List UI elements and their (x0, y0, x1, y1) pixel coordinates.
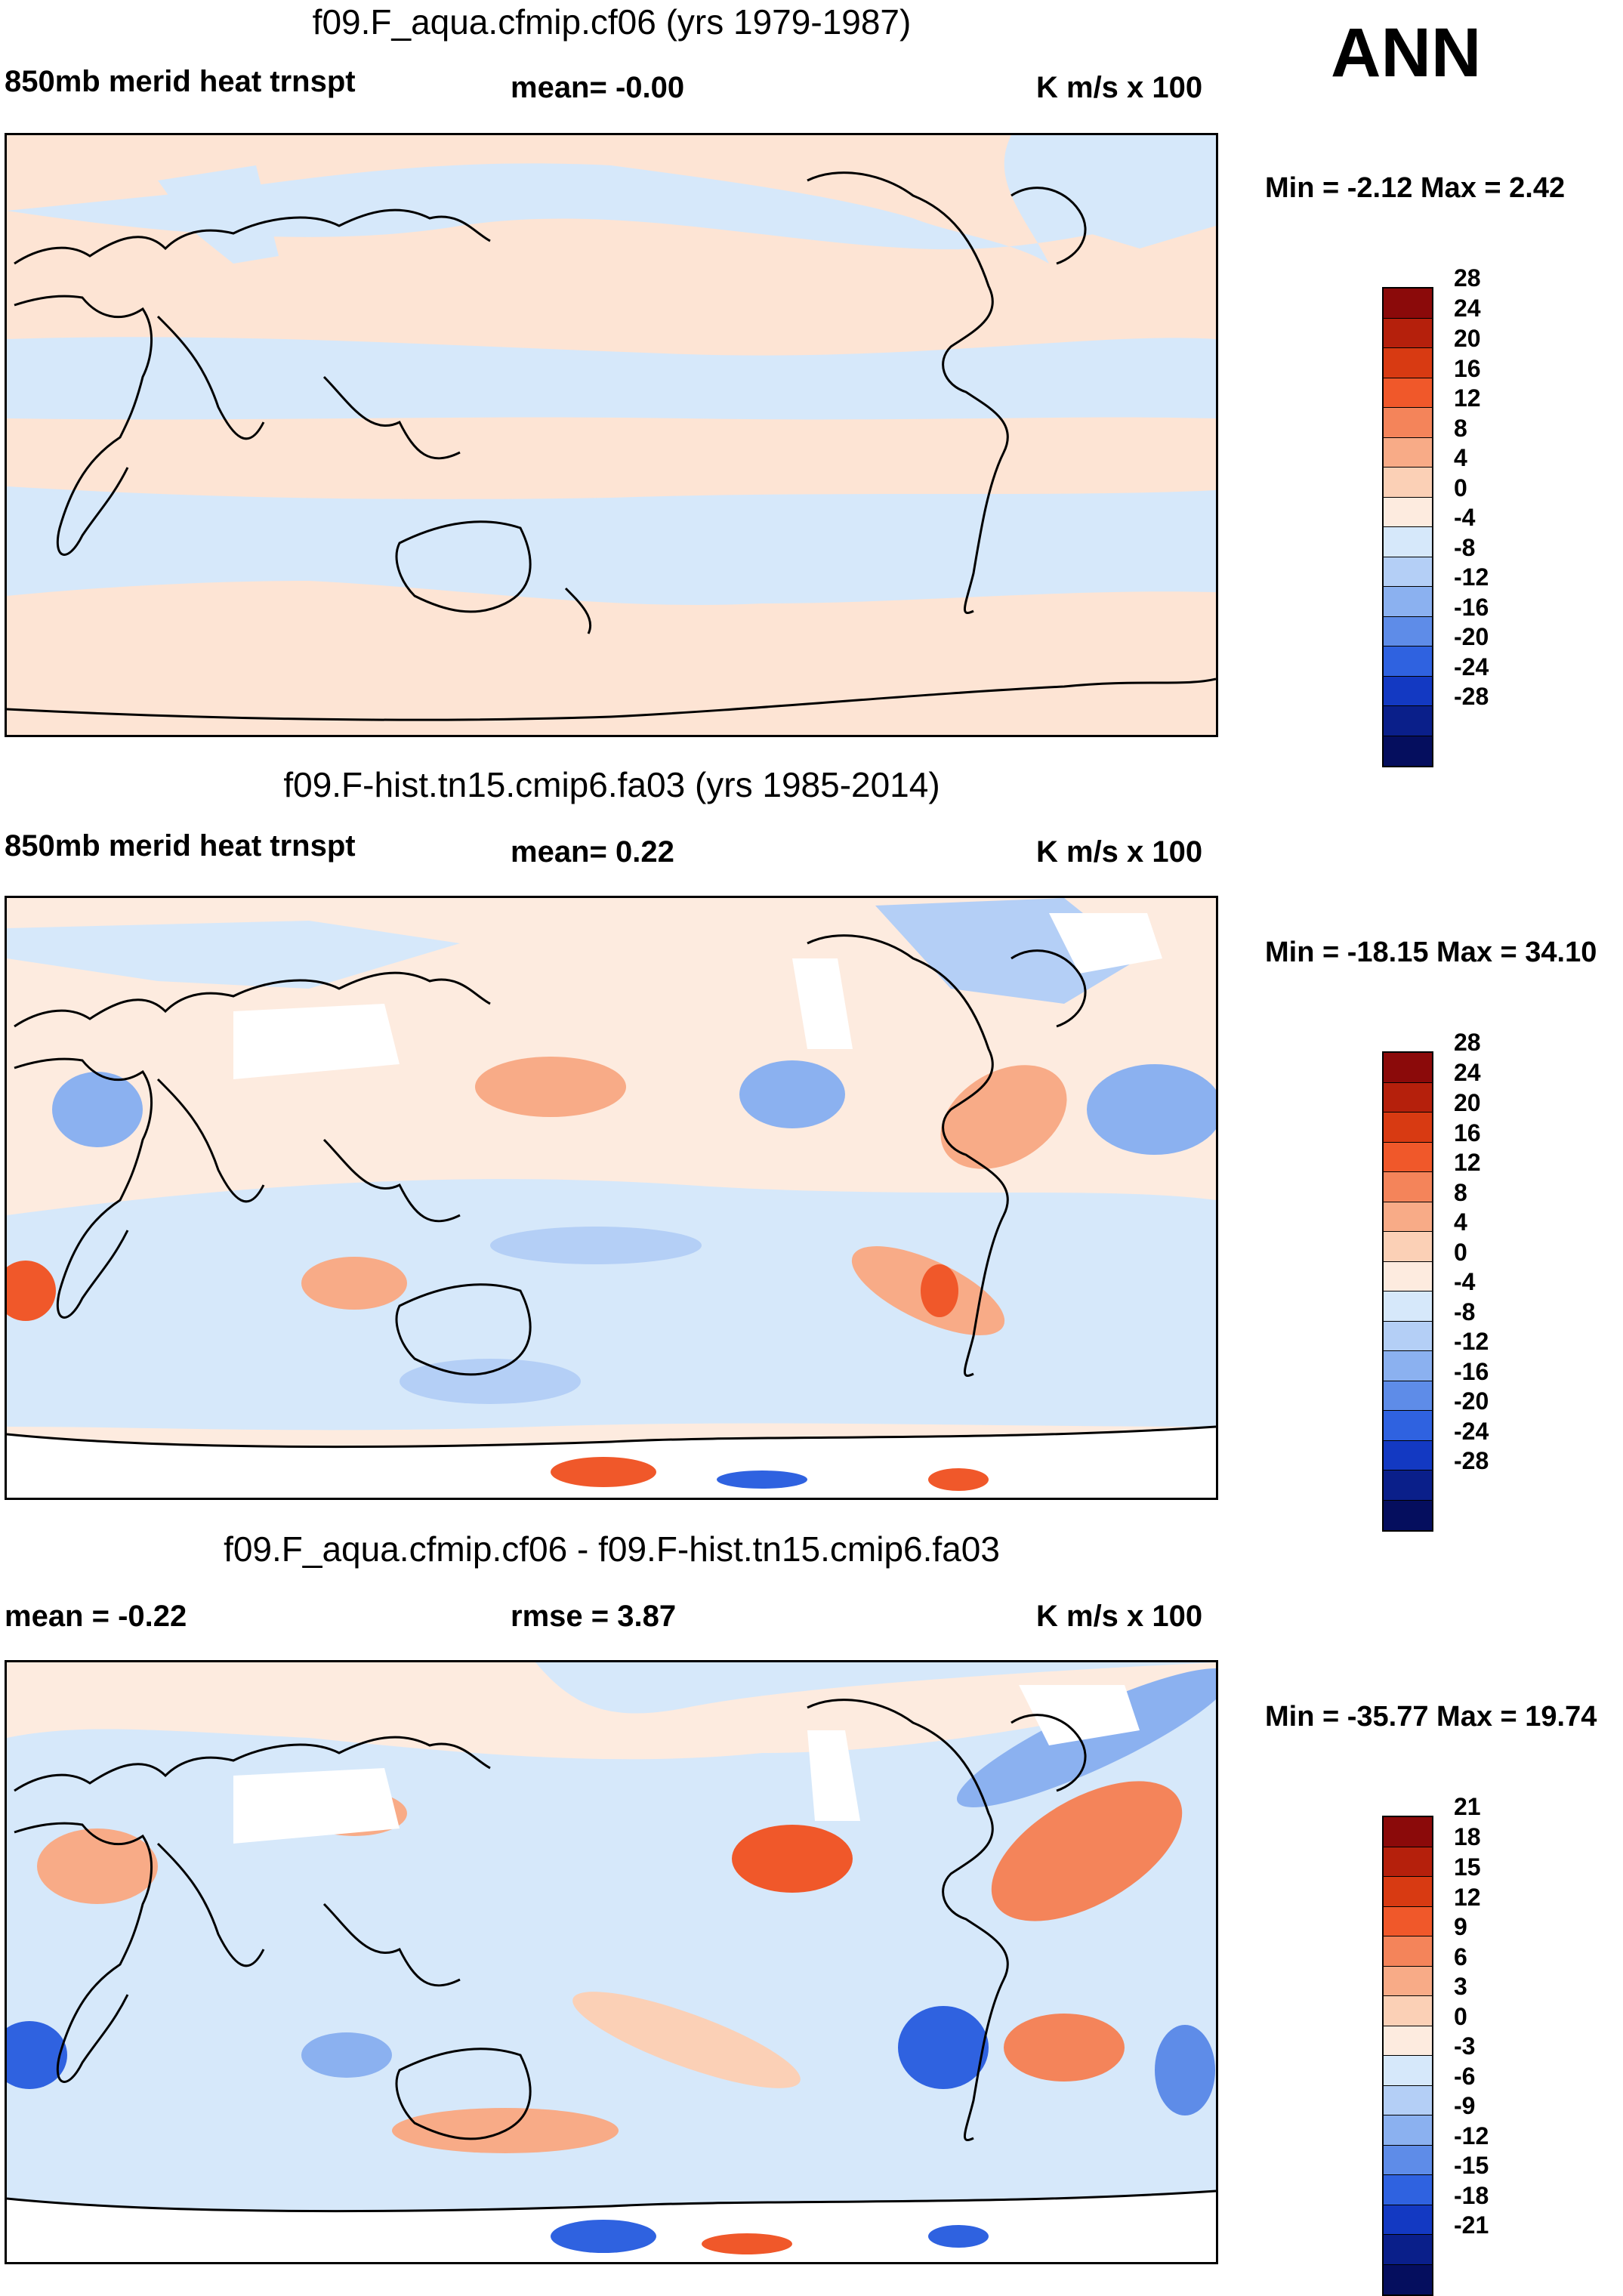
colorbar-tick: 16 (1454, 1119, 1481, 1146)
panel1-mean-label: mean= -0.00 (511, 71, 685, 104)
colorbar-tick: -28 (1454, 683, 1489, 710)
colorbar-tick: 12 (1454, 1149, 1481, 1176)
colorbar-tick: -15 (1454, 2152, 1489, 2179)
panel2-minmax: Min = -18.15 Max = 34.10 (1265, 937, 1597, 968)
colorbar-tick: 4 (1454, 444, 1467, 471)
colorbar-tick: -4 (1454, 504, 1476, 531)
colorbar-tick: 28 (1454, 264, 1481, 292)
colorbar-tick: -4 (1454, 1268, 1476, 1295)
colorbar-tick: 28 (1454, 1029, 1481, 1056)
panel2-field (7, 898, 1216, 1498)
colorbar-tick: -12 (1454, 1328, 1489, 1355)
colorbar-tick: 20 (1454, 325, 1481, 352)
panel3-minmax: Min = -35.77 Max = 19.74 (1265, 1701, 1597, 1733)
colorbar-tick: 16 (1454, 355, 1481, 382)
panel1-title: f09.F_aqua.cfmip.cf06 (yrs 1979-1987) (312, 2, 912, 42)
colorbar-tick: 6 (1454, 1943, 1467, 1970)
colorbar-tick: -21 (1454, 2211, 1489, 2239)
panel3-units-label: K m/s x 100 (1036, 1600, 1203, 1633)
panel2-colorbar (1382, 1051, 1433, 1532)
colorbar-tick: 0 (1454, 474, 1467, 501)
colorbar-tick: 20 (1454, 1089, 1481, 1116)
colorbar-tick: -24 (1454, 1418, 1489, 1445)
panel2-units-label: K m/s x 100 (1036, 835, 1203, 869)
colorbar-tick: 12 (1454, 1884, 1481, 1911)
colorbar-tick: -12 (1454, 2122, 1489, 2149)
colorbar-tick: 24 (1454, 1059, 1481, 1086)
panel3-colorbar (1382, 1816, 1433, 2296)
colorbar-tick: 9 (1454, 1913, 1467, 1940)
panel3-mean-label: mean = -0.22 (5, 1600, 187, 1633)
colorbar-tick: 18 (1454, 1823, 1481, 1850)
panel1-colorbar (1382, 287, 1433, 767)
panel1-map (5, 133, 1218, 737)
panel3-field (7, 1662, 1216, 2262)
colorbar-tick: 8 (1454, 415, 1467, 442)
colorbar-tick: 4 (1454, 1208, 1467, 1236)
colorbar-tick: -6 (1454, 2063, 1476, 2090)
colorbar-tick: -18 (1454, 2182, 1489, 2209)
panel3-rmse-label: rmse = 3.87 (511, 1600, 677, 1633)
colorbar-tick: -16 (1454, 1358, 1489, 1385)
panel2-title: f09.F-hist.tn15.cmip6.fa03 (yrs 1985-201… (283, 765, 940, 804)
colorbar-tick: 24 (1454, 295, 1481, 322)
colorbar-tick: 3 (1454, 1973, 1467, 2000)
panel3-title: f09.F_aqua.cfmip.cf06 - f09.F-hist.tn15.… (224, 1529, 1000, 1569)
season-label: ANN (1331, 14, 1482, 91)
panel1-field (7, 135, 1216, 735)
colorbar-tick: -3 (1454, 2032, 1476, 2060)
colorbar-tick: -20 (1454, 1387, 1489, 1415)
colorbar-tick: -9 (1454, 2092, 1476, 2119)
panel2-mean-label: mean= 0.22 (511, 835, 674, 869)
panel3-map (5, 1660, 1218, 2264)
colorbar-tick: -8 (1454, 1298, 1476, 1325)
panel1-minmax: Min = -2.12 Max = 2.42 (1265, 172, 1566, 204)
colorbar-tick: 0 (1454, 2003, 1467, 2030)
colorbar-tick: 0 (1454, 1239, 1467, 1266)
colorbar-tick: -16 (1454, 594, 1489, 621)
colorbar-tick: -28 (1454, 1447, 1489, 1474)
colorbar-tick: -20 (1454, 623, 1489, 650)
colorbar-tick: 12 (1454, 384, 1481, 412)
colorbar-tick: -8 (1454, 534, 1476, 561)
colorbar-tick: 15 (1454, 1853, 1481, 1881)
panel1-units-label: K m/s x 100 (1036, 71, 1203, 104)
panel1-variable-label: 850mb merid heat trnspt (5, 65, 356, 98)
panel2-map (5, 896, 1218, 1500)
colorbar-tick: 21 (1454, 1793, 1481, 1820)
panel2-variable-label: 850mb merid heat trnspt (5, 829, 356, 863)
colorbar-tick: -24 (1454, 653, 1489, 680)
colorbar-tick: 8 (1454, 1179, 1467, 1206)
colorbar-tick: -12 (1454, 563, 1489, 591)
